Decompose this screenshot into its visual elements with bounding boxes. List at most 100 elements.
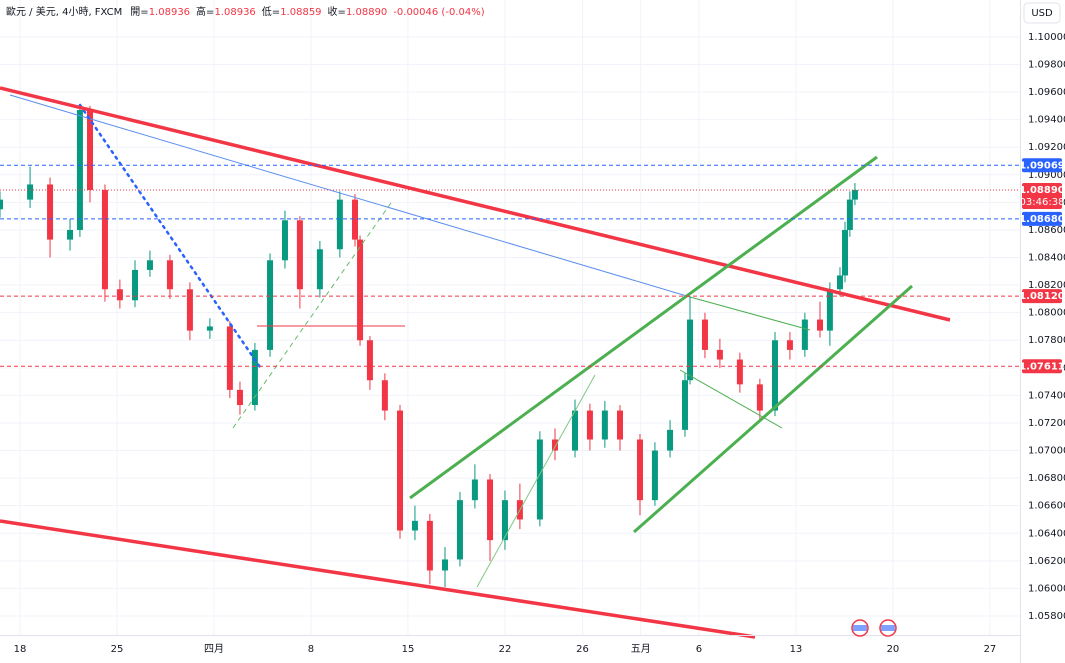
trend-line[interactable] [78, 103, 264, 372]
candle-body [667, 429, 674, 451]
x-tick-label: 四月 [204, 643, 224, 655]
candle-body [826, 289, 833, 331]
price-tag [1022, 359, 1062, 374]
candle-body [146, 260, 153, 270]
candle-body [681, 380, 688, 430]
grid [0, 0, 1020, 635]
channel-line[interactable] [633, 284, 913, 534]
candle-body [687, 319, 694, 381]
trend-line[interactable] [476, 374, 596, 588]
quote-value: 1.08859 [280, 7, 321, 18]
price-tag [1022, 182, 1062, 209]
x-tick-label: 27 [984, 644, 997, 655]
y-tick-label: 1.08600 [1028, 225, 1065, 236]
candle-body [716, 349, 723, 360]
price-tag [1022, 289, 1062, 304]
candle-body [101, 189, 108, 290]
candle-body [366, 340, 373, 381]
currency-label[interactable]: USD [1031, 8, 1053, 19]
candle-body [736, 359, 743, 385]
candle-body [267, 260, 274, 350]
candle-body [636, 439, 643, 501]
candle-body [206, 326, 213, 331]
candle-body [552, 439, 559, 451]
y-tick-label: 1.06600 [1028, 501, 1065, 512]
candle-body [27, 184, 34, 200]
y-tick-label: 1.08000 [1028, 308, 1065, 319]
price-tag-label: 1.08120 [1019, 291, 1065, 302]
y-tick-label: 1.06400 [1028, 528, 1065, 539]
candle-body [357, 239, 364, 341]
x-tick-label: 13 [790, 644, 803, 655]
candle-body [801, 319, 808, 350]
candle-body [601, 410, 608, 440]
candle-body [426, 520, 433, 571]
candle-body [501, 500, 508, 541]
trend-line[interactable] [679, 369, 783, 429]
trend-line[interactable] [9, 94, 691, 298]
y-tick-label: 1.09600 [1028, 87, 1065, 98]
x-tick-label: 15 [402, 644, 415, 655]
candle-body [352, 199, 359, 240]
price-tag-label: 1.09069 [1019, 160, 1065, 171]
trend-line[interactable] [0, 519, 756, 639]
currency-button[interactable] [1023, 2, 1061, 24]
candle-body [67, 229, 74, 240]
candle-body [816, 319, 823, 331]
candle-body [786, 340, 793, 350]
candle-body [397, 410, 404, 531]
y-tick-label: 1.10000 [1028, 32, 1065, 43]
candle-body [186, 289, 193, 331]
trend-line[interactable] [232, 199, 394, 429]
candle-body [836, 275, 843, 290]
trend-line[interactable] [0, 86, 951, 322]
price-tag-label: 1.08680 [1019, 214, 1065, 225]
candle-body [296, 220, 303, 290]
quote-label: 收= [328, 5, 346, 18]
quote-value: 1.08890 [346, 7, 387, 18]
candle-body [381, 380, 388, 411]
event-icons[interactable] [851, 619, 897, 637]
price-tag [1022, 211, 1062, 226]
candle-body [771, 340, 778, 411]
y-tick-label: 1.07200 [1028, 418, 1065, 429]
candle-body [442, 559, 449, 571]
price-tag-label: 1.07611 [1019, 361, 1065, 372]
price-tag [1022, 158, 1062, 173]
y-tick-label: 1.08200 [1028, 280, 1065, 291]
candle-body [116, 289, 123, 301]
candle-body [536, 439, 543, 520]
trend-line[interactable] [689, 296, 811, 331]
y-tick-label: 1.06000 [1028, 583, 1065, 594]
price-axis: 1.10000 1.09800 1.09600 1.09400 1.09200 1.090… [0, 32, 1065, 622]
x-tick-label: 18 [14, 644, 27, 655]
candle-body [571, 410, 578, 451]
y-tick-label: 1.09400 [1028, 115, 1065, 126]
candle-body [236, 389, 243, 406]
x-tick-label: 22 [499, 644, 512, 655]
y-tick-label: 1.09800 [1028, 60, 1065, 71]
y-tick-label: 1.09200 [1028, 142, 1065, 153]
candles [0, 105, 858, 588]
change: -0.00046 (-0.04%) [393, 7, 484, 18]
candle-body [226, 326, 233, 390]
x-tick-label: 8 [308, 644, 314, 655]
channel-line[interactable] [409, 155, 878, 500]
candle-body [132, 269, 139, 301]
candle-body [846, 199, 853, 230]
candle-body [851, 189, 858, 200]
candle-body [756, 384, 763, 411]
candle-body [166, 260, 173, 290]
candle-body [456, 500, 463, 560]
candle-body [487, 479, 494, 541]
symbol: 歐元 / 美元, 4小時, FXCM [6, 5, 122, 18]
countdown: 03:46:38 [1020, 197, 1065, 208]
y-tick-label: 1.05800 [1028, 611, 1065, 622]
x-tick-label: 20 [887, 644, 900, 655]
y-tick-label: 1.07400 [1028, 390, 1065, 401]
candle-body [251, 349, 258, 406]
y-tick-label: 1.07800 [1028, 335, 1065, 346]
quote-value: 1.08936 [214, 7, 255, 18]
